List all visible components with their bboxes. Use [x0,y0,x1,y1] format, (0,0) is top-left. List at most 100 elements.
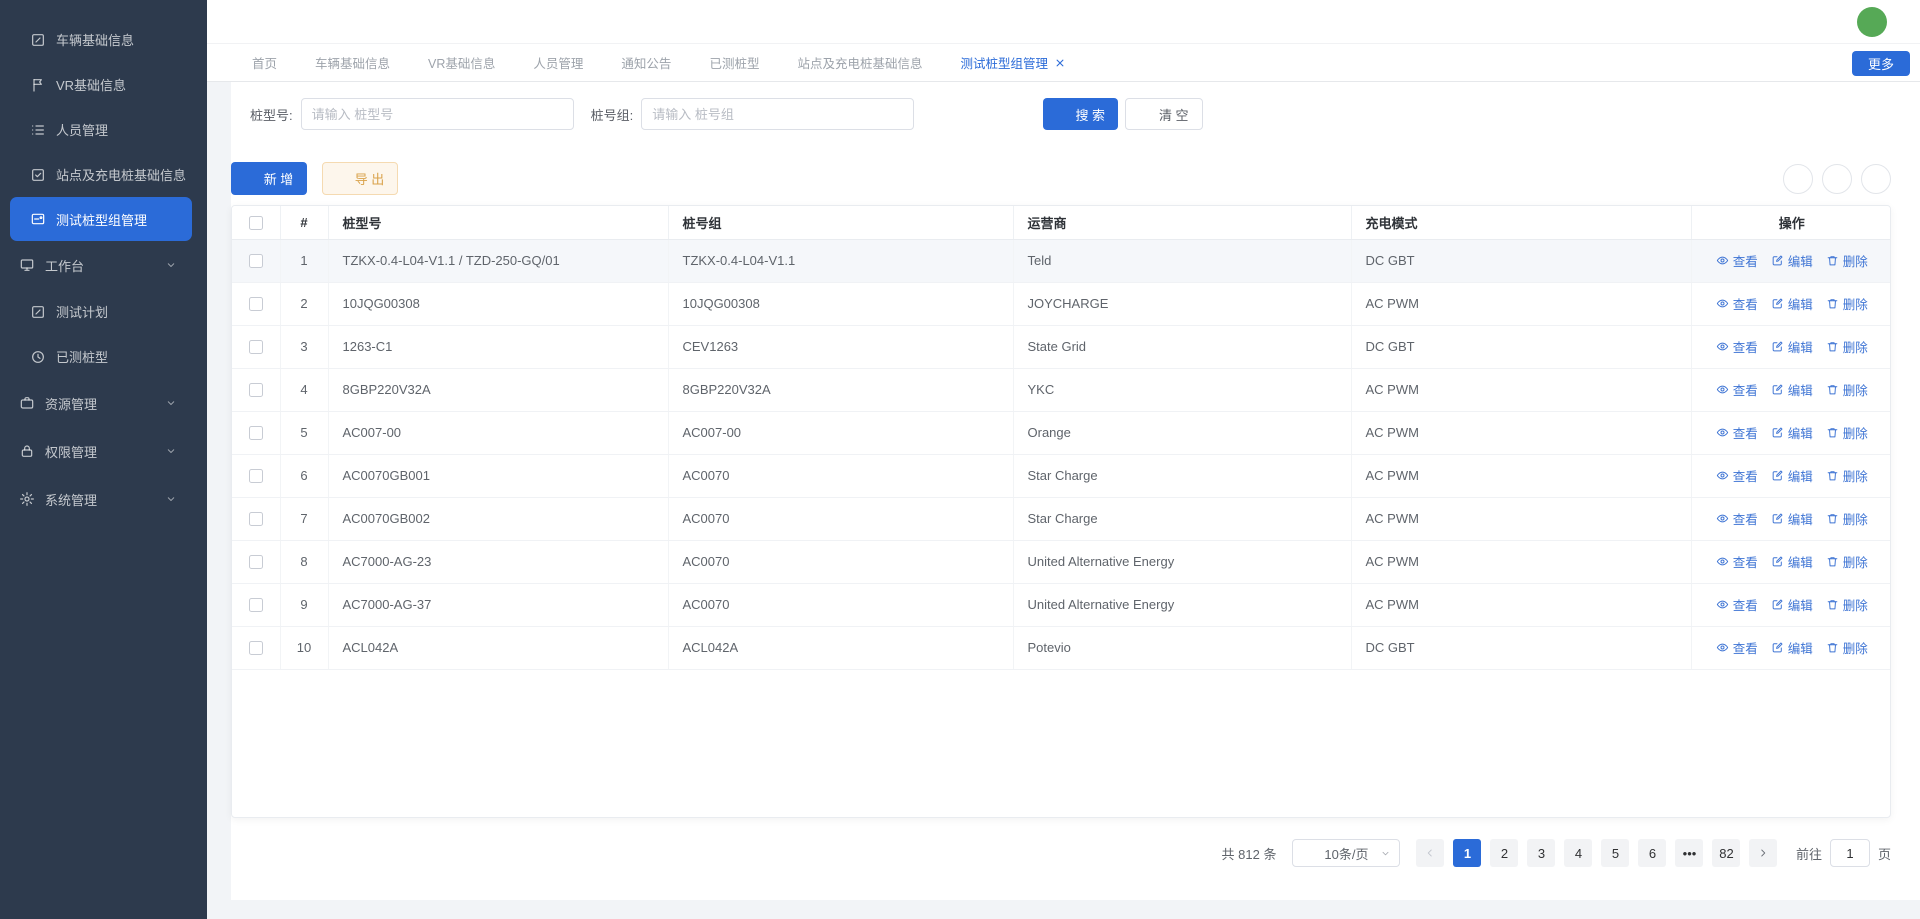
tab-5[interactable]: 已测桩型 [690,44,778,81]
sidebar-item[interactable]: 工作台 [0,241,207,289]
cell-mode: DC GBT [1351,626,1692,670]
select-all-checkbox[interactable] [248,216,263,231]
goto-suffix: 页 [1877,846,1891,862]
row-checkbox[interactable] [248,297,263,312]
edit-action[interactable]: 编辑 [1771,466,1813,485]
table-row: 1 TZKX-0.4-L04-V1.1 / TZD-250-GQ/01 TZKX-0… [232,239,1890,283]
page-button-1[interactable]: 1 [1453,839,1482,867]
row-checkbox[interactable] [248,383,263,398]
add-button[interactable]: 新 增 [231,162,307,195]
tab-6[interactable]: 站点及充电桩基础信息 [778,44,941,81]
view-action[interactable]: 查看 [1716,380,1758,399]
group-input[interactable] [641,98,915,130]
tab-1[interactable]: 车辆基础信息 [296,44,409,81]
page-button-2[interactable]: 2 [1490,839,1519,867]
trash-icon [1826,297,1839,310]
tab-active[interactable]: 测试桩型组管理 [941,44,1084,81]
edit-action[interactable]: 编辑 [1771,380,1813,399]
cell-index: 9 [280,583,329,627]
close-icon[interactable] [1055,58,1065,68]
sidebar-item[interactable]: 站点及充电桩基础信息 [0,152,207,197]
view-action[interactable]: 查看 [1716,337,1758,356]
edit-action[interactable]: 编辑 [1771,423,1813,442]
more-button[interactable]: 更多 [1852,51,1910,76]
delete-action[interactable]: 删除 [1826,552,1868,571]
view-action[interactable]: 查看 [1716,466,1758,485]
page-button-6[interactable]: 6 [1638,839,1667,867]
page-button-3[interactable]: 3 [1527,839,1556,867]
filter-form: 桩型号: 桩号组: 搜 索 清 空 [250,98,1204,130]
view-action[interactable]: 查看 [1716,595,1758,614]
edit-action[interactable]: 编辑 [1771,294,1813,313]
sidebar-item[interactable]: 系统管理 [0,475,207,523]
view-action[interactable]: 查看 [1716,423,1758,442]
delete-action[interactable]: 删除 [1826,251,1868,270]
delete-action[interactable]: 删除 [1826,337,1868,356]
cell-index: 7 [280,497,329,541]
chevron-down-icon[interactable] [1895,15,1908,28]
cell-model: 1263-C1 [328,325,669,369]
history-icon [30,349,46,365]
avatar[interactable] [1857,6,1887,37]
delete-action[interactable]: 删除 [1826,595,1868,614]
tab-3[interactable]: 人员管理 [514,44,602,81]
edit-action[interactable]: 编辑 [1771,595,1813,614]
view-action[interactable]: 查看 [1716,509,1758,528]
page-button-4[interactable]: 4 [1564,839,1593,867]
delete-action[interactable]: 删除 [1826,509,1868,528]
sidebar-item[interactable]: 资源管理 [0,379,207,427]
table-search-button[interactable] [1861,163,1891,194]
sidebar-item[interactable]: 已测桩型 [0,334,207,379]
tab-0[interactable]: 首页 [233,44,296,81]
sidebar-item[interactable]: VR基础信息 [0,62,207,107]
row-checkbox[interactable] [248,469,263,484]
cell-model: AC007-00 [328,411,669,455]
delete-action[interactable]: 删除 [1826,638,1868,657]
edit-action[interactable]: 编辑 [1771,251,1813,270]
edit-action[interactable]: 编辑 [1771,638,1813,657]
model-input[interactable] [300,98,574,130]
view-action[interactable]: 查看 [1716,638,1758,657]
page-button-5[interactable]: 5 [1601,839,1630,867]
delete-action[interactable]: 删除 [1826,294,1868,313]
sidebar-item[interactable]: 权限管理 [0,427,207,475]
sidebar-item[interactable]: 测试桩型组管理 [10,197,192,241]
cell-model: TZKX-0.4-L04-V1.1 / TZD-250-GQ/01 [328,239,669,283]
row-checkbox[interactable] [248,555,263,570]
row-checkbox[interactable] [248,340,263,355]
edit-action[interactable]: 编辑 [1771,509,1813,528]
view-action[interactable]: 查看 [1716,251,1758,270]
row-checkbox[interactable] [248,598,263,613]
delete-action[interactable]: 删除 [1826,423,1868,442]
sidebar-item[interactable]: 车辆基础信息 [0,17,207,62]
table-row: 10 ACL042A ACL042A Potevio DC GBT 查看 编辑 删除 [232,626,1890,670]
view-action[interactable]: 查看 [1716,552,1758,571]
row-checkbox[interactable] [248,512,263,527]
goto-page-input[interactable] [1829,839,1870,867]
row-checkbox[interactable] [248,641,263,656]
sidebar-item[interactable]: 人员管理 [0,107,207,152]
tab-2[interactable]: VR基础信息 [409,44,514,81]
delete-action[interactable]: 删除 [1826,466,1868,485]
page-size-select[interactable]: 10条/页 [1292,839,1401,867]
row-checkbox[interactable] [248,254,263,269]
export-button[interactable]: 导 出 [322,162,398,195]
eye-icon [1716,383,1729,396]
view-action[interactable]: 查看 [1716,294,1758,313]
tab-label: 已测桩型 [709,57,760,71]
delete-action[interactable]: 删除 [1826,380,1868,399]
clear-button[interactable]: 清 空 [1125,98,1204,130]
search-button[interactable]: 搜 索 [1043,98,1119,130]
sidebar-item[interactable]: 测试计划 [0,289,207,334]
page-button-82[interactable]: 82 [1712,839,1741,867]
page-ellipsis[interactable]: ••• [1675,839,1704,867]
edit-action[interactable]: 编辑 [1771,552,1813,571]
topbar [207,0,1920,43]
prev-page-button[interactable] [1416,839,1445,867]
next-page-button[interactable] [1749,839,1778,867]
row-checkbox[interactable] [248,426,263,441]
refresh-button[interactable] [1783,163,1813,194]
edit-action[interactable]: 编辑 [1771,337,1813,356]
tab-4[interactable]: 通知公告 [602,44,690,81]
column-settings-button[interactable] [1822,163,1852,194]
